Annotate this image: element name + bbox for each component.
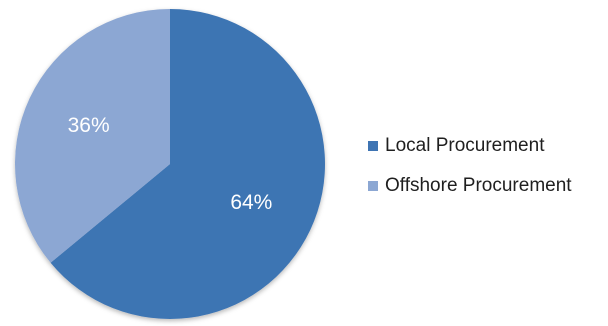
legend-item-offshore-procurement: Offshore Procurement — [368, 166, 572, 206]
pie-slice-local-procurement — [50, 9, 325, 319]
slice-label-group: 64% 36% — [68, 114, 273, 214]
pie-group — [15, 9, 325, 319]
legend-label-local-procurement: Local Procurement — [385, 135, 545, 156]
legend: Local Procurement Offshore Procurement — [368, 126, 572, 206]
legend-label-offshore-procurement: Offshore Procurement — [385, 175, 572, 196]
pie-slice-offshore-procurement — [15, 9, 171, 263]
legend-swatch-offshore-procurement — [368, 181, 378, 191]
legend-item-local-procurement: Local Procurement — [368, 126, 572, 166]
legend-swatch-local-procurement — [368, 141, 378, 151]
slice-value-label-offshore-procurement: 36% — [68, 114, 110, 137]
slice-value-label-local-procurement: 64% — [230, 191, 272, 214]
